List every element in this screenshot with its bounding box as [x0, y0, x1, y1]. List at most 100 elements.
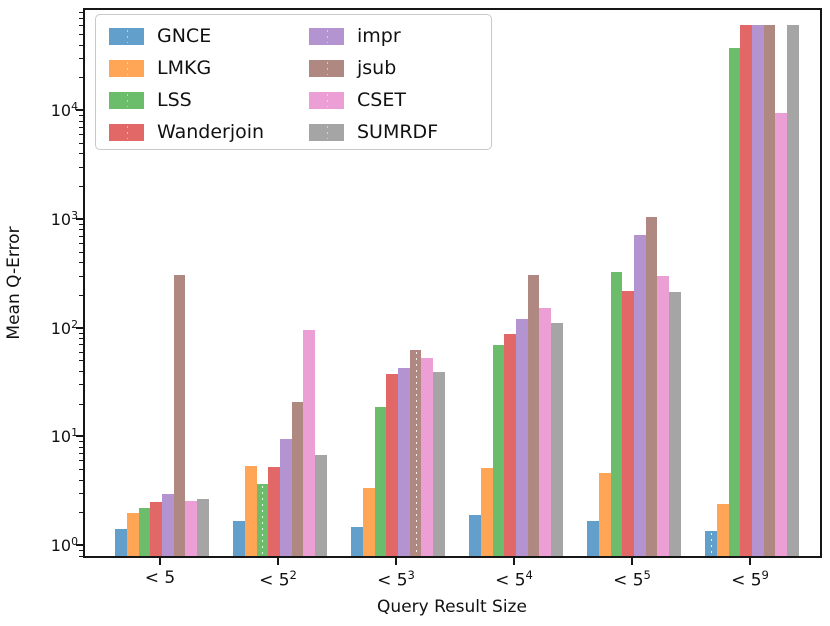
- bar-lss-2: [374, 406, 387, 556]
- legend-swatch-dash: [326, 29, 328, 43]
- y-minor-tick: [79, 469, 83, 470]
- legend-swatch-sumrdf: [309, 123, 344, 141]
- y-tick-label: 101: [50, 426, 78, 447]
- y-minor-tick: [79, 11, 83, 13]
- bar-impr-2: [398, 367, 410, 556]
- y-minor-tick: [79, 512, 83, 514]
- bar-wanderjoin-5: [740, 25, 752, 556]
- bar-wanderjoin-3: [504, 333, 516, 556]
- x-tick-label: < 59: [731, 568, 769, 591]
- error-bar-line: [711, 532, 713, 554]
- legend-swatch-lmkg: [109, 59, 144, 77]
- x-axis-title: Query Result Size: [377, 597, 527, 617]
- y-minor-tick: [79, 338, 83, 339]
- y-minor-tick: [79, 134, 83, 136]
- legend-swatch-dash: [126, 29, 128, 43]
- bar-gnce-3: [469, 515, 481, 556]
- bar-jsub-3: [527, 275, 540, 556]
- y-minor-tick: [79, 453, 83, 455]
- bar-cset-0: [185, 500, 198, 556]
- bar-gnce-2: [351, 527, 363, 556]
- y-minor-tick: [79, 142, 83, 144]
- y-major-tick: [76, 435, 83, 438]
- bar-sumrdf-2: [433, 371, 445, 556]
- bar-lmkg-4: [598, 473, 611, 556]
- bar-jsub-0: [173, 275, 186, 556]
- y-minor-tick: [79, 344, 83, 346]
- bar-jsub-1: [291, 401, 304, 556]
- y-minor-tick: [79, 479, 83, 481]
- y-tick-label: 103: [50, 208, 78, 229]
- legend-swatch-impr: [309, 27, 344, 45]
- legend-swatch-dash: [326, 93, 328, 107]
- y-tick-label: 104: [50, 99, 78, 121]
- bar-cset-4: [657, 276, 670, 556]
- bar-sumrdf-5: [787, 25, 799, 556]
- legend-swatch-dash: [126, 61, 128, 75]
- bar-sumrdf-0: [197, 498, 209, 556]
- y-minor-tick: [79, 229, 83, 231]
- legend-item-impr: impr: [309, 24, 401, 48]
- bar-impr-1: [280, 439, 292, 556]
- y-tick-label: 100: [50, 534, 78, 556]
- y-minor-tick: [79, 275, 83, 277]
- y-minor-tick: [79, 294, 83, 296]
- bar-lmkg-2: [362, 488, 375, 556]
- error-bar-line: [415, 351, 417, 554]
- x-tick-label: < 54: [495, 568, 533, 591]
- y-minor-tick: [79, 262, 83, 263]
- plot-area: GNCE LMKG LSS Wanderjoin impr jsub CSET SUMRDF: [83, 8, 822, 558]
- legend-swatch-dash: [326, 125, 328, 139]
- y-minor-tick: [79, 115, 83, 116]
- bar-wanderjoin-0: [150, 501, 162, 556]
- legend-label: CSET: [357, 88, 406, 111]
- bar-cset-1: [303, 330, 316, 556]
- legend-item-lmkg: LMKG: [109, 56, 211, 80]
- bar-cset-3: [539, 308, 552, 556]
- bar-gnce-4: [587, 520, 599, 556]
- y-minor-tick: [79, 18, 83, 20]
- bar-wanderjoin-2: [386, 373, 398, 556]
- bar-gnce-1: [233, 520, 245, 556]
- legend-swatch-wanderjoin: [109, 123, 144, 141]
- bar-wanderjoin-4: [622, 291, 634, 556]
- legend-swatch-cset: [309, 91, 344, 109]
- bar-jsub-2: [409, 349, 422, 556]
- bar-lss-5: [728, 47, 741, 556]
- y-minor-tick: [79, 25, 83, 27]
- y-minor-tick: [79, 153, 83, 155]
- bar-sumrdf-3: [551, 323, 563, 556]
- y-minor-tick: [79, 370, 83, 372]
- y-minor-tick: [79, 446, 83, 448]
- x-major-tick: [159, 558, 161, 565]
- y-minor-tick: [79, 44, 83, 46]
- legend-label: Wanderjoin: [157, 120, 265, 143]
- bar-jsub-5: [763, 25, 776, 556]
- x-major-tick: [513, 558, 515, 565]
- bar-cset-2: [421, 358, 434, 556]
- y-minor-tick: [79, 441, 83, 443]
- y-minor-tick: [79, 223, 83, 225]
- x-tick-label: < 52: [259, 568, 297, 591]
- y-minor-tick: [79, 403, 83, 405]
- y-minor-tick: [79, 460, 83, 462]
- legend: GNCE LMKG LSS Wanderjoin impr jsub CSET SUMRDF: [95, 14, 492, 150]
- y-minor-tick: [79, 235, 83, 237]
- y-minor-tick: [79, 120, 83, 122]
- x-major-tick: [395, 558, 397, 565]
- y-axis-title: Mean Q-Error: [4, 226, 24, 340]
- bar-gnce-0: [115, 528, 127, 556]
- bar-impr-0: [162, 494, 174, 556]
- x-major-tick: [631, 558, 633, 565]
- legend-swatch-lss: [109, 91, 144, 109]
- y-minor-tick: [79, 550, 83, 551]
- y-minor-tick: [79, 186, 83, 187]
- y-major-tick: [76, 544, 83, 546]
- legend-item-wanderjoin: Wanderjoin: [109, 120, 264, 144]
- bar-lss-3: [492, 345, 505, 556]
- bar-sumrdf-4: [669, 291, 681, 556]
- x-major-tick: [749, 558, 751, 565]
- y-minor-tick: [79, 77, 83, 79]
- bar-lmkg-1: [244, 466, 257, 556]
